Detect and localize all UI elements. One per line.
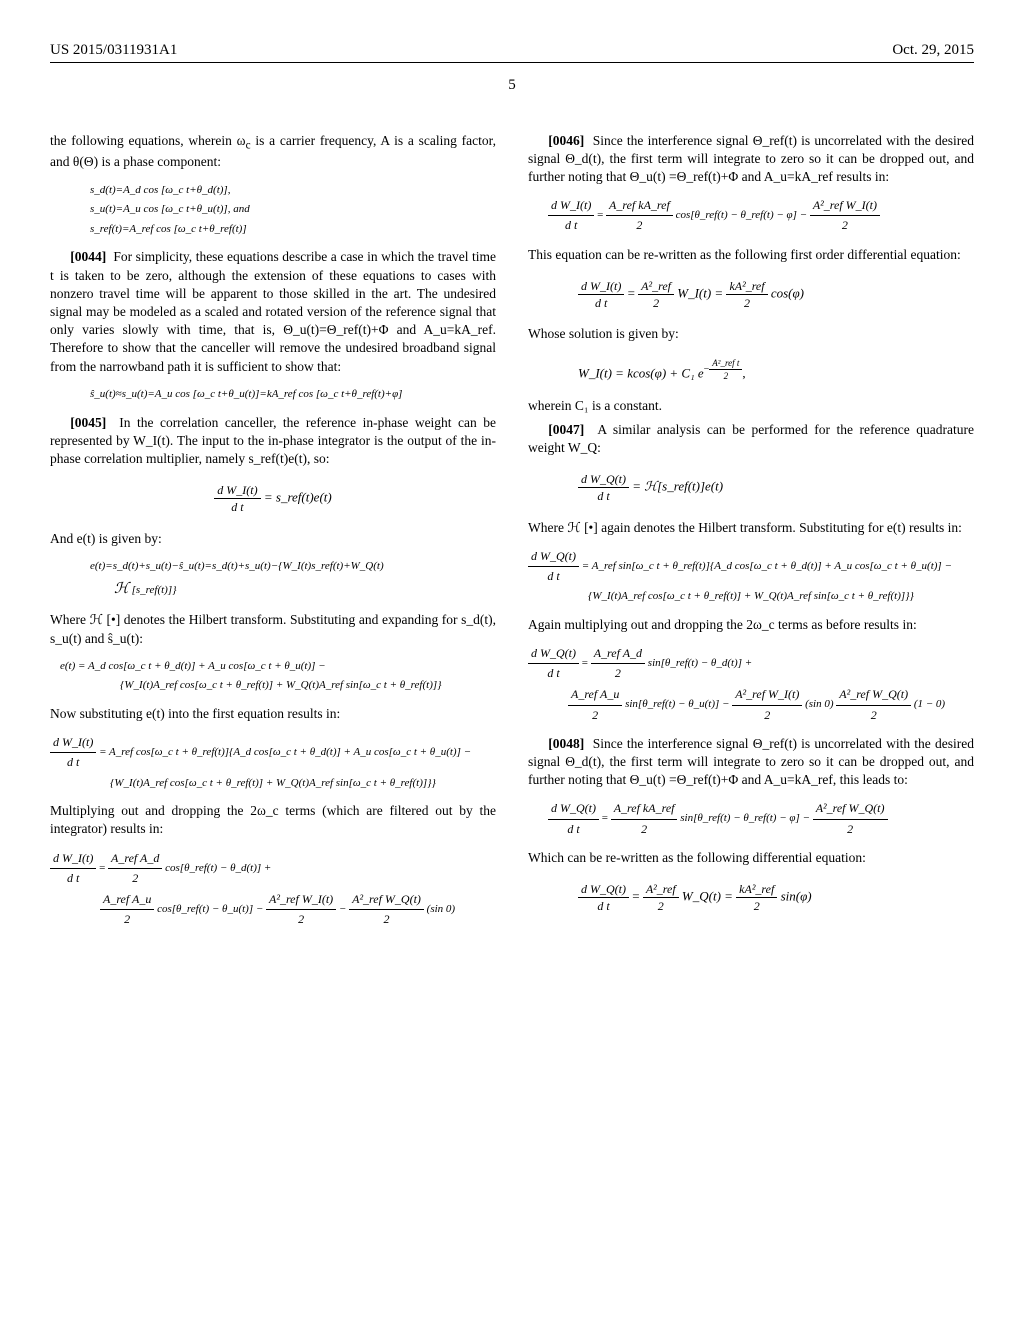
para-dropping: Multiplying out and dropping the 2ω_c te…	[50, 802, 496, 838]
eq-block-dwq: d W_Q(t)d t = ℋ[s_ref(t)]e(t)	[578, 471, 974, 504]
para-dropping2: Again multiplying out and dropping the 2…	[528, 616, 974, 634]
publication-date: Oct. 29, 2015	[892, 40, 974, 60]
para-firstorder: This equation can be re-written as the f…	[528, 246, 974, 264]
eq-block-dwq-full: d W_Q(t)d t = A_ref sin[ω_c t + θ_ref(t)…	[528, 547, 974, 606]
page-number: 5	[50, 75, 974, 95]
eq-block-dwi: d W_I(t)d t = s_ref(t)e(t)	[50, 482, 496, 515]
body-columns: the following equations, wherein ωc is a…	[50, 132, 974, 934]
para-subst: Now substituting e(t) into the first equ…	[50, 705, 496, 723]
para-0045: [0045] In the correlation canceller, the…	[50, 414, 496, 469]
eq-block-solution: W_I(t) = kcos(φ) + C₁ e−A²_ref t2,	[578, 357, 974, 382]
para-c1: wherein C₁ is a constant.	[528, 397, 974, 415]
para-intro: the following equations, wherein ωc is a…	[50, 132, 496, 172]
para-0044: [0044] For simplicity, these equations d…	[50, 248, 496, 376]
eq-block-right-1: d W_I(t)d t = A_ref kA_ref2 cos[θ_ref(t)…	[548, 196, 974, 235]
para-0047: [0047] A similar analysis can be perform…	[528, 421, 974, 457]
para-hilbert2: Where ℋ [•] again denotes the Hilbert tr…	[528, 519, 974, 537]
eq-block-diffeq-q: d W_Q(t)d t = A²_ref2 W_Q(t) = kA²_ref2 …	[578, 881, 974, 914]
eq-block-dwq-final: d W_Q(t)d t = A_ref kA_ref2 sin[θ_ref(t)…	[548, 799, 974, 838]
para-0046: [0046] Since the interference signal Θ_r…	[528, 132, 974, 187]
eq-block-signals: s_d(t)=A_d cos [ω_c t+θ_d(t)], s_u(t)=A_…	[90, 182, 496, 239]
eq-block-et-expand: e(t) = A_d cos[ω_c t + θ_d(t)] + A_u cos…	[90, 658, 496, 695]
eq-block-dwi-simplified: d W_I(t)d t = A_ref A_d2 cos[θ_ref(t) − …	[50, 849, 496, 930]
page-header: US 2015/0311931A1 Oct. 29, 2015	[50, 40, 974, 63]
para-diffeq: Which can be re-written as the following…	[528, 849, 974, 867]
eq-block-dwi-full: d W_I(t)d t = A_ref cos[ω_c t + θ_ref(t)…	[50, 733, 496, 792]
para-et: And e(t) is given by:	[50, 530, 496, 548]
eq-block-su: ŝ_u(t)≈s_u(t)=A_u cos [ω_c t+θ_u(t)]=kA_…	[90, 386, 496, 404]
publication-number: US 2015/0311931A1	[50, 40, 177, 60]
para-0048: [0048] Since the interference signal Θ_r…	[528, 735, 974, 790]
eq-block-et: e(t)=s_d(t)+s_u(t)−ŝ_u(t)=s_d(t)+s_u(t)−…	[90, 558, 496, 602]
eq-block-firstorder: d W_I(t)d t = A²_ref2 W_I(t) = kA²_ref2 …	[578, 278, 974, 311]
para-solution: Whose solution is given by:	[528, 325, 974, 343]
para-hilbert: Where ℋ [•] denotes the Hilbert transfor…	[50, 611, 496, 647]
eq-block-dwq-simplified: d W_Q(t)d t = A_ref A_d2 sin[θ_ref(t) − …	[528, 644, 974, 725]
